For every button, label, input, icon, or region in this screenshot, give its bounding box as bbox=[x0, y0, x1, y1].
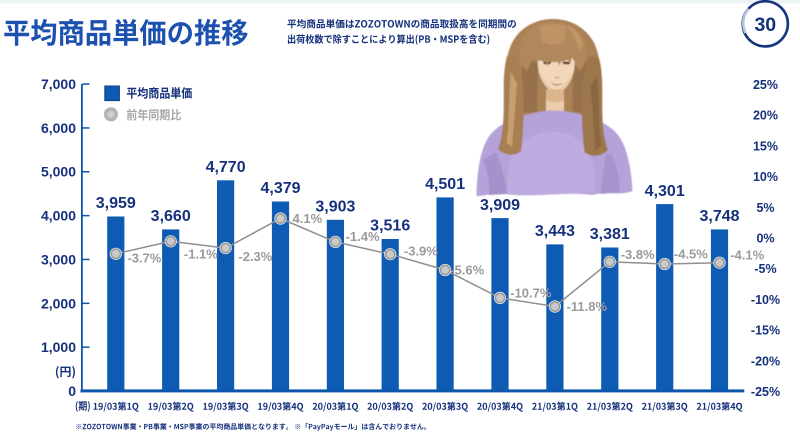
svg-text:-2.3%: -2.3% bbox=[238, 249, 272, 264]
svg-text:-15%: -15% bbox=[751, 324, 780, 338]
svg-text:-3.9%: -3.9% bbox=[404, 244, 438, 259]
svg-text:-3.7%: -3.7% bbox=[127, 250, 161, 265]
svg-text:4,379: 4,379 bbox=[260, 180, 300, 197]
svg-text:3,381: 3,381 bbox=[590, 226, 630, 243]
svg-text:4,301: 4,301 bbox=[645, 183, 685, 200]
svg-text:4,501: 4,501 bbox=[425, 176, 465, 193]
svg-text:20%: 20% bbox=[753, 109, 778, 123]
svg-text:7,000: 7,000 bbox=[41, 76, 76, 92]
svg-text:-4.1%: -4.1% bbox=[730, 248, 764, 263]
svg-text:0: 0 bbox=[68, 383, 76, 399]
svg-text:1,000: 1,000 bbox=[41, 339, 76, 355]
svg-text:0%: 0% bbox=[756, 232, 774, 246]
svg-text:5%: 5% bbox=[756, 201, 774, 215]
svg-text:-20%: -20% bbox=[751, 354, 780, 368]
svg-text:-10.7%: -10.7% bbox=[510, 286, 552, 301]
svg-text:3,660: 3,660 bbox=[151, 208, 191, 225]
svg-text:3,443: 3,443 bbox=[535, 223, 575, 240]
svg-text:-1.1%: -1.1% bbox=[184, 247, 218, 262]
svg-text:4,000: 4,000 bbox=[41, 208, 76, 224]
svg-text:-10%: -10% bbox=[751, 293, 780, 307]
svg-text:10%: 10% bbox=[753, 170, 778, 184]
svg-text:3,959: 3,959 bbox=[96, 195, 136, 212]
svg-text:-5%: -5% bbox=[754, 262, 776, 276]
svg-text:-11.8%: -11.8% bbox=[567, 299, 608, 314]
svg-text:15%: 15% bbox=[753, 139, 778, 153]
svg-text:3,903: 3,903 bbox=[315, 199, 355, 216]
svg-text:-4.5%: -4.5% bbox=[674, 247, 708, 262]
svg-text:-25%: -25% bbox=[751, 385, 780, 399]
svg-text:5,000: 5,000 bbox=[41, 164, 76, 180]
svg-text:3,000: 3,000 bbox=[41, 251, 76, 267]
svg-text:4.1%: 4.1% bbox=[293, 211, 323, 226]
svg-text:3,516: 3,516 bbox=[370, 218, 410, 235]
svg-text:-1.4%: -1.4% bbox=[346, 229, 380, 244]
svg-text:6,000: 6,000 bbox=[41, 120, 76, 136]
svg-text:25%: 25% bbox=[753, 78, 778, 92]
svg-text:3,748: 3,748 bbox=[699, 208, 739, 225]
svg-text:-3.8%: -3.8% bbox=[621, 247, 655, 262]
svg-text:2,000: 2,000 bbox=[41, 295, 76, 311]
svg-text:30: 30 bbox=[754, 14, 776, 36]
svg-text:-5.6%: -5.6% bbox=[450, 263, 484, 278]
svg-text:3,909: 3,909 bbox=[480, 197, 520, 214]
svg-text:4,770: 4,770 bbox=[206, 159, 246, 176]
